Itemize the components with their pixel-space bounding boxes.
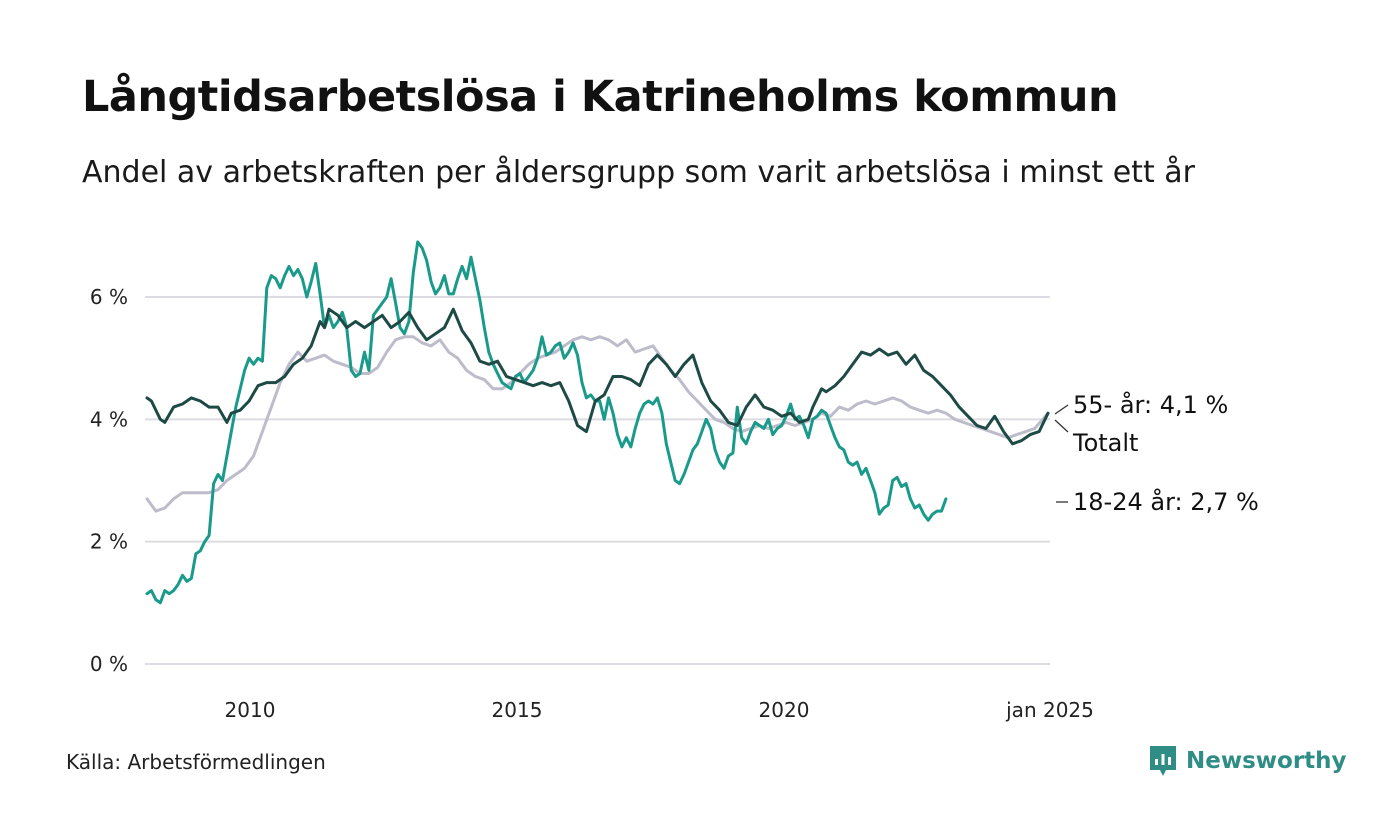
y-tick-label: 2 % — [90, 530, 128, 554]
x-tick-label: 2020 — [759, 698, 810, 722]
series-label-55: 55- år: 4,1 % — [1073, 390, 1228, 419]
x-tick-label: 2015 — [492, 698, 543, 722]
y-tick-label: 6 % — [90, 285, 128, 309]
leader-line — [1054, 404, 1069, 415]
source-note: Källa: Arbetsförmedlingen — [66, 750, 326, 774]
chart-title: Långtidsarbetslösa i Katrineholms kommun — [82, 72, 1119, 122]
newsworthy-logo-icon — [1150, 746, 1176, 776]
series-label-totalt: Totalt — [1072, 429, 1138, 457]
end-labels: 55- år: 4,1 % Totalt 18-24 år: 2,7 % — [1054, 390, 1259, 516]
leader-line — [1054, 419, 1069, 433]
x-tick-label: jan 2025 — [1005, 698, 1094, 722]
series-line-2 — [145, 240, 948, 605]
series-line-1 — [145, 335, 1050, 513]
y-axis-labels: 0 % 2 % 4 % 6 % — [90, 285, 128, 676]
brand-name: Newsworthy — [1186, 748, 1347, 774]
y-tick-label: 4 % — [90, 407, 128, 431]
x-tick-label: 2010 — [225, 698, 276, 722]
x-axis-labels: 2010 2015 2020 jan 2025 — [225, 698, 1094, 722]
series-line-0 — [145, 307, 1050, 446]
series-label-18-24: 18-24 år: 2,7 % — [1073, 487, 1259, 516]
grid-layer — [145, 296, 1050, 665]
y-tick-label: 0 % — [90, 652, 128, 676]
series-lines — [145, 240, 1050, 605]
chart-subtitle: Andel av arbetskraften per åldersgrupp s… — [82, 155, 1195, 190]
brand: Newsworthy — [1148, 744, 1347, 778]
